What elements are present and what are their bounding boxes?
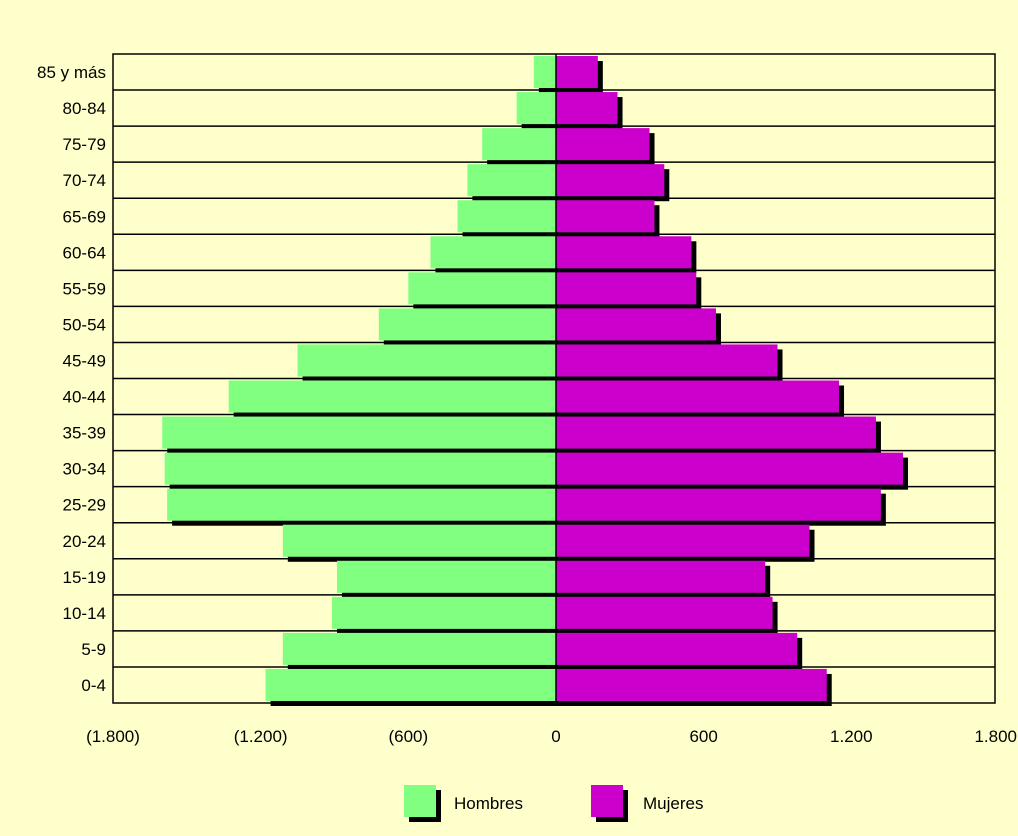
bar-hombres-35-39: [162, 416, 556, 449]
bar-mujeres-30-34: [556, 452, 904, 485]
bar-mujeres-5-9: [556, 632, 798, 665]
legend-label-mujeres: Mujeres: [643, 794, 703, 813]
y-tick-label: 55-59: [63, 279, 106, 298]
y-tick-label: 25-29: [63, 496, 106, 515]
bar-mujeres-50-54: [556, 308, 716, 341]
y-tick-label: 80-84: [63, 99, 106, 118]
bars-group: [162, 54, 909, 706]
y-tick-label: 75-79: [63, 135, 106, 154]
y-tick-label: 10-14: [63, 604, 106, 623]
bar-mujeres-0-4: [556, 668, 827, 701]
y-tick-label: 35-39: [63, 424, 106, 443]
legend-swatch-mujeres: [591, 785, 623, 817]
y-tick-label: 40-44: [63, 388, 106, 407]
bar-hombres-40-44: [228, 380, 556, 413]
bar-hombres-60-64: [430, 236, 556, 269]
y-tick-label: 65-69: [63, 207, 106, 226]
bar-hombres-45-49: [297, 344, 556, 377]
bar-hombres-5-9: [282, 632, 556, 665]
bar-mujeres-55-59: [556, 272, 697, 305]
bar-mujeres-80-84: [556, 92, 618, 125]
bar-mujeres-25-29: [556, 488, 881, 521]
bar-mujeres-20-24: [556, 524, 810, 557]
x-axis-tick-labels: (1.800) (1.200) (600) 0 600 1.200 1.800: [86, 727, 1017, 746]
y-tick-label: 60-64: [63, 243, 106, 262]
y-tick-label: 45-49: [63, 351, 106, 370]
x-tick-label: (1.200): [234, 727, 288, 746]
bar-mujeres-75-79: [556, 128, 650, 161]
bar-hombres-85 y más: [533, 56, 556, 89]
bar-hombres-80-84: [516, 92, 556, 125]
x-tick-label: 1.800: [974, 727, 1017, 746]
x-tick-label: (600): [388, 727, 428, 746]
bar-mujeres-85 y más: [556, 56, 598, 89]
y-tick-label: 0-4: [81, 676, 106, 695]
y-tick-label: 85 y más: [37, 63, 106, 82]
bar-hombres-75-79: [482, 128, 556, 161]
bar-hombres-70-74: [467, 164, 556, 197]
y-tick-label: 5-9: [81, 640, 106, 659]
bar-hombres-30-34: [164, 452, 556, 485]
y-tick-label: 70-74: [63, 171, 106, 190]
bar-mujeres-40-44: [556, 380, 840, 413]
bar-hombres-20-24: [282, 524, 556, 557]
bar-mujeres-10-14: [556, 596, 773, 629]
bar-mujeres-70-74: [556, 164, 665, 197]
bar-mujeres-35-39: [556, 416, 876, 449]
x-tick-label: 600: [689, 727, 717, 746]
bar-hombres-0-4: [265, 668, 556, 701]
x-tick-label: 0: [551, 727, 560, 746]
bar-hombres-55-59: [408, 272, 556, 305]
legend: Hombres Mujeres: [404, 785, 703, 822]
bar-hombres-50-54: [378, 308, 556, 341]
y-tick-label: 15-19: [63, 568, 106, 587]
x-tick-label: 1.200: [830, 727, 873, 746]
y-tick-label: 30-34: [63, 460, 106, 479]
bar-hombres-25-29: [167, 488, 556, 521]
y-axis-tick-labels: 85 y más 80-84 75-79 70-74 65-69 60-64 55-59 50…: [37, 63, 106, 695]
legend-label-hombres: Hombres: [454, 794, 523, 813]
bar-hombres-15-19: [336, 560, 556, 593]
bar-mujeres-45-49: [556, 344, 778, 377]
bar-mujeres-60-64: [556, 236, 692, 269]
legend-swatch-hombres: [404, 785, 436, 817]
y-tick-label: 20-24: [63, 532, 106, 551]
y-tick-label: 50-54: [63, 315, 106, 334]
bar-mujeres-15-19: [556, 560, 766, 593]
x-tick-label: (1.800): [86, 727, 140, 746]
bar-mujeres-65-69: [556, 200, 655, 233]
bar-hombres-65-69: [457, 200, 556, 233]
bar-hombres-10-14: [332, 596, 556, 629]
